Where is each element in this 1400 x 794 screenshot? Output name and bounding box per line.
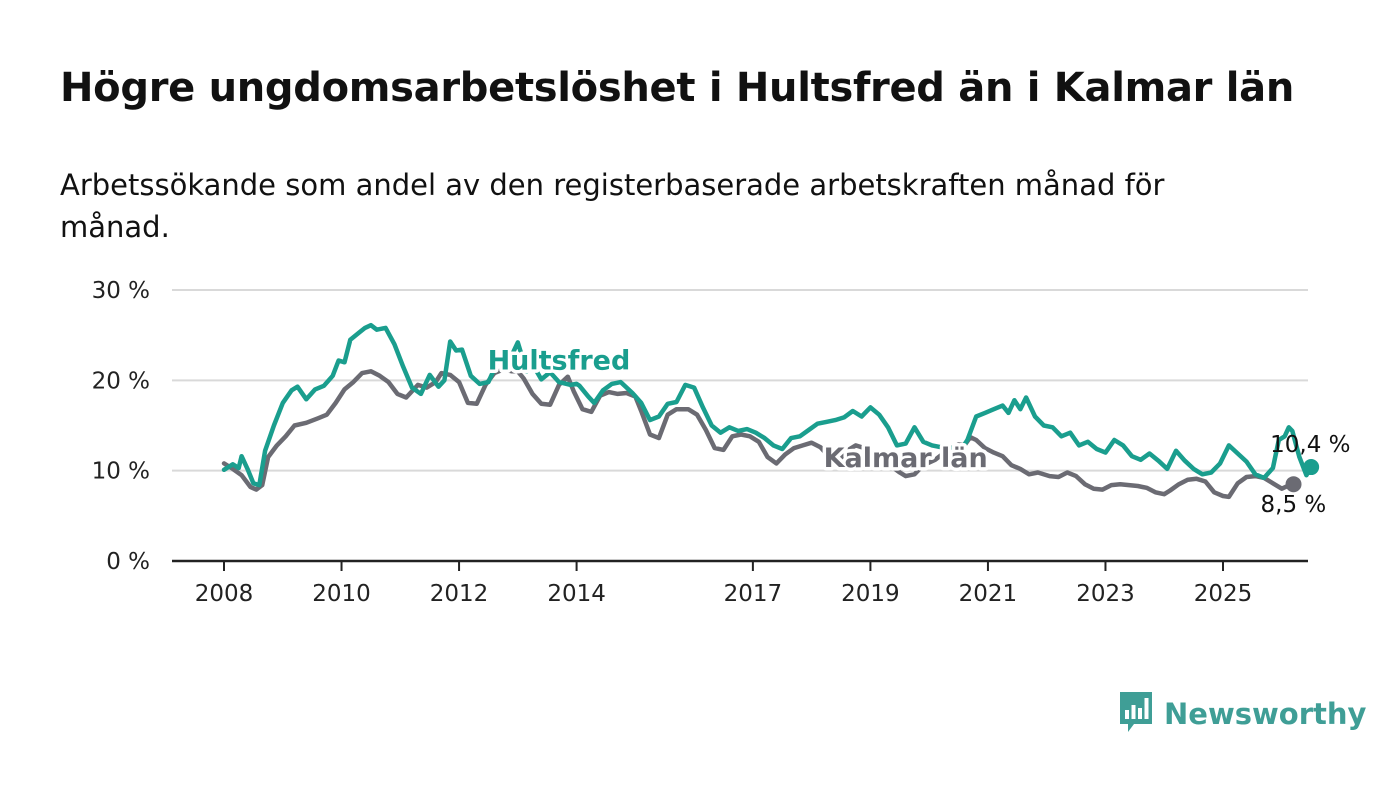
series-lines xyxy=(221,322,1314,500)
y-tick-label: 20 % xyxy=(92,368,150,394)
x-tick-label: 2017 xyxy=(724,581,783,607)
newsworthy-logo: Newsworthy xyxy=(1118,690,1366,738)
series-label-kalmar-l-n: Kalmar län xyxy=(824,443,988,474)
gridlines xyxy=(172,289,1308,472)
bar-chart-speech-bubble-icon xyxy=(1118,690,1154,738)
end-value-label-kalmar-l-n: 8,5 % xyxy=(1261,492,1327,518)
series-label-hultsfred: Hultsfred xyxy=(488,345,631,376)
y-tick-label: 0 % xyxy=(106,549,150,575)
x-tick-label: 2021 xyxy=(959,581,1018,607)
end-dot-kalmar-l-n xyxy=(1285,476,1302,493)
series-line-kalmar-l-n xyxy=(221,367,1296,500)
x-tick-label: 2012 xyxy=(430,581,489,607)
x-tick-label: 2019 xyxy=(841,581,900,607)
axes: 0 % 10 % 20 % 30 % 2008 2010 2012 2014 2017 2019 2… xyxy=(92,278,1308,607)
x-tick-label: 2025 xyxy=(1194,581,1253,607)
x-tick-label: 2010 xyxy=(312,581,371,607)
series-label-halo: Hultsfred xyxy=(488,345,631,376)
end-dot-hultsfred xyxy=(1303,459,1320,476)
brand-name: Newsworthy xyxy=(1164,697,1367,731)
series-line-hultsfred xyxy=(221,322,1314,488)
y-tick-label: 10 % xyxy=(92,459,150,485)
chart-title: Högre ungdomsarbetslöshet i Hultsfred än… xyxy=(60,65,1295,111)
chart-subtitle: Arbetssökande som andel av den registerb… xyxy=(60,168,1165,244)
y-tick-label: 30 % xyxy=(92,278,150,304)
end-value-label-hultsfred: 10,4 % xyxy=(1270,432,1350,458)
x-tick-label: 2014 xyxy=(547,581,606,607)
x-tick-label: 2008 xyxy=(195,581,254,607)
series-label-halo: Kalmar län xyxy=(824,443,988,474)
x-tick-label: 2023 xyxy=(1076,581,1135,607)
